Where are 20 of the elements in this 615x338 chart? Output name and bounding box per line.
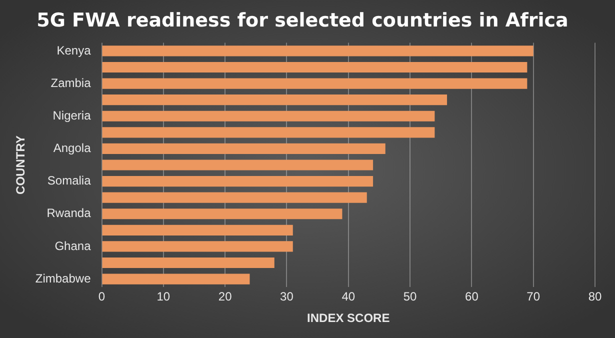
y-axis-title: COUNTRY [14, 136, 28, 194]
y-tick-label: Kenya [56, 43, 92, 58]
x-tick-label: 80 [588, 290, 602, 304]
y-tick-label: Angola [53, 141, 92, 156]
x-tick-label: 0 [98, 290, 106, 304]
y-tick-label: Ghana [54, 238, 92, 253]
y-tick-label: Nigeria [52, 108, 92, 122]
x-tick-label: 40 [342, 290, 356, 304]
y-tick-label: Zambia [50, 76, 92, 90]
x-tick-label: 30 [280, 290, 294, 304]
x-axis-title: INDEX SCORE [307, 311, 390, 326]
y-tick-label: Rwanda [46, 206, 92, 220]
x-tick-label: 20 [218, 290, 232, 304]
x-tick-label: 60 [465, 290, 479, 304]
x-tick-label: 10 [156, 290, 170, 304]
chart-title: 5G FWA readiness for selected countries in Africa [36, 9, 568, 32]
x-tick-label: 50 [403, 290, 418, 304]
y-tick-label: Zimbabwe [35, 271, 92, 286]
y-tick-label: Somalia [47, 174, 92, 188]
x-tick-label: 70 [526, 290, 540, 304]
